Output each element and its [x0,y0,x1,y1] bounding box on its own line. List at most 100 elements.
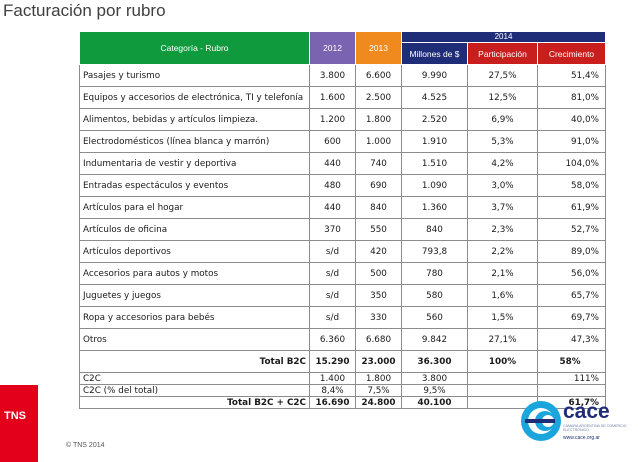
value-2012-cell: 1.200 [309,108,356,131]
participation-cell: 4,2% [467,152,538,175]
participation-cell: 5,3% [467,130,538,153]
c2c-pct-row-label: C2C (% del total) [79,384,310,397]
value-2013-cell: 6.680 [355,328,402,351]
value-2014-cell: 1.360 [401,196,468,219]
value-2014-cell: 1.090 [401,174,468,197]
cace-name: cace [563,400,610,423]
growth-cell: 111% [537,372,606,385]
c2c-pct-row: C2C (% del total) 8,4% 7,5% 9,5% [79,384,606,397]
value-2014-cell: 2.520 [401,108,468,131]
participation-cell: 2,3% [467,218,538,241]
total-b2c-c2c-row: Total B2C + C2C 16.690 24.800 40.100 61,7% [79,396,606,409]
rubro-cell: Entradas espectáculos y eventos [79,174,310,197]
c2c-row-label: C2C [79,372,310,385]
table-row: Electrodomésticos (línea blanca y marrón… [79,130,606,153]
rubro-cell: Artículos de oficina [79,218,310,241]
table-row: Otros 6.360 6.680 9.842 27,1% 47,3% [79,328,606,351]
value-2014-cell: 4.525 [401,86,468,109]
value-2012-cell: 440 [309,152,356,175]
growth-cell: 65,7% [537,284,606,307]
cace-logo: cace CÁMARA ARGENTINA DE COMERCIO ELECTR… [519,398,631,444]
rubro-cell: Artículos deportivos [79,240,310,263]
value-2012-cell: 600 [309,130,356,153]
growth-cell: 47,3% [537,328,606,351]
value-2013-cell: 1.800 [355,372,402,385]
growth-cell: 61,9% [537,196,606,219]
participation-cell: 2,1% [467,262,538,285]
participation-cell: 12,5% [467,86,538,109]
value-2013-cell: 24.800 [355,396,402,409]
value-2012-cell: 1.600 [309,86,356,109]
value-2014-cell: 560 [401,306,468,329]
value-2012-cell: 6.360 [309,328,356,351]
participation-cell [467,372,538,385]
value-2014-cell: 1.510 [401,152,468,175]
table-row: Indumentaria de vestir y deportiva 440 740… [79,152,606,175]
value-2013-cell: 1.000 [355,130,402,153]
table-row: Accesorios para autos y motos s/d 500 780 2,… [79,262,606,285]
header-2013: 2013 [355,31,402,65]
value-2014-cell: 3.800 [401,372,468,385]
header-growth: Crecimiento [537,42,606,65]
table-row: Entradas espectáculos y eventos 480 690 1.0… [79,174,606,197]
growth-cell: 58% [537,350,606,373]
total-b2c-row-label: Total B2C [79,350,310,373]
value-2013-cell: 23.000 [355,350,402,373]
value-2013-cell: 350 [355,284,402,307]
value-2014-cell: 780 [401,262,468,285]
growth-cell: 81,0% [537,86,606,109]
table-row: Juguetes y juegos s/d 350 580 1,6% 65,7% [79,284,606,307]
value-2013-cell: 420 [355,240,402,263]
value-2013-cell: 330 [355,306,402,329]
header-category: Categoría - Rubro [79,31,310,65]
growth-cell: 69,7% [537,306,606,329]
cace-url[interactable]: www.cace.org.ar [563,435,600,441]
table-row: Ropa y accesorios para bebés s/d 330 560 1,5… [79,306,606,329]
value-2014-cell: 36.300 [401,350,468,373]
value-2013-cell: 1.800 [355,108,402,131]
growth-cell: 52,7% [537,218,606,241]
tns-logo-text: TNS [4,410,26,422]
value-2012-cell: 8,4% [309,384,356,397]
value-2014-cell: 1.910 [401,130,468,153]
tns-logo: TNS [0,385,38,462]
value-2012-cell: 15.290 [309,350,356,373]
growth-cell: 91,0% [537,130,606,153]
rubro-cell: Equipos y accesorios de electrónica, TI … [79,86,310,109]
value-2012-cell: 16.690 [309,396,356,409]
rubro-cell: Pasajes y turismo [79,64,310,87]
growth-cell [537,384,606,397]
total-b2c-row: Total B2C 15.290 23.000 36.300 100% 58% [79,350,606,373]
header-millions: Millones de $ [401,42,468,65]
rubro-cell: Ropa y accesorios para bebés [79,306,310,329]
growth-cell: 89,0% [537,240,606,263]
value-2014-cell: 580 [401,284,468,307]
value-2013-cell: 500 [355,262,402,285]
value-2014-cell: 9.990 [401,64,468,87]
participation-cell: 27,1% [467,328,538,351]
value-2012-cell: s/d [309,240,356,263]
value-2012-cell: 3.800 [309,64,356,87]
rubro-cell: Juguetes y juegos [79,284,310,307]
header-2012: 2012 [309,31,356,65]
value-2012-cell: 440 [309,196,356,219]
value-2012-cell: s/d [309,262,356,285]
value-2012-cell: 370 [309,218,356,241]
value-2012-cell: 1.400 [309,372,356,385]
table-row: Artículos de oficina 370 550 840 2,3% 52,7% [79,218,606,241]
value-2013-cell: 2.500 [355,86,402,109]
growth-cell: 40,0% [537,108,606,131]
rubro-cell: Artículos para el hogar [79,196,310,219]
value-2012-cell: s/d [309,284,356,307]
table-row: Artículos deportivos s/d 420 793,8 2,2% 89,0% [79,240,606,263]
participation-cell: 3,7% [467,196,538,219]
value-2013-cell: 690 [355,174,402,197]
value-2013-cell: 6.600 [355,64,402,87]
participation-cell: 1,5% [467,306,538,329]
cace-subtitle: CÁMARA ARGENTINA DE COMERCIO ELECTRÓNICO [563,424,627,432]
growth-cell: 56,0% [537,262,606,285]
participation-cell: 27,5% [467,64,538,87]
rubro-cell: Accesorios para autos y motos [79,262,310,285]
value-2014-cell: 9.842 [401,328,468,351]
growth-cell: 104,0% [537,152,606,175]
